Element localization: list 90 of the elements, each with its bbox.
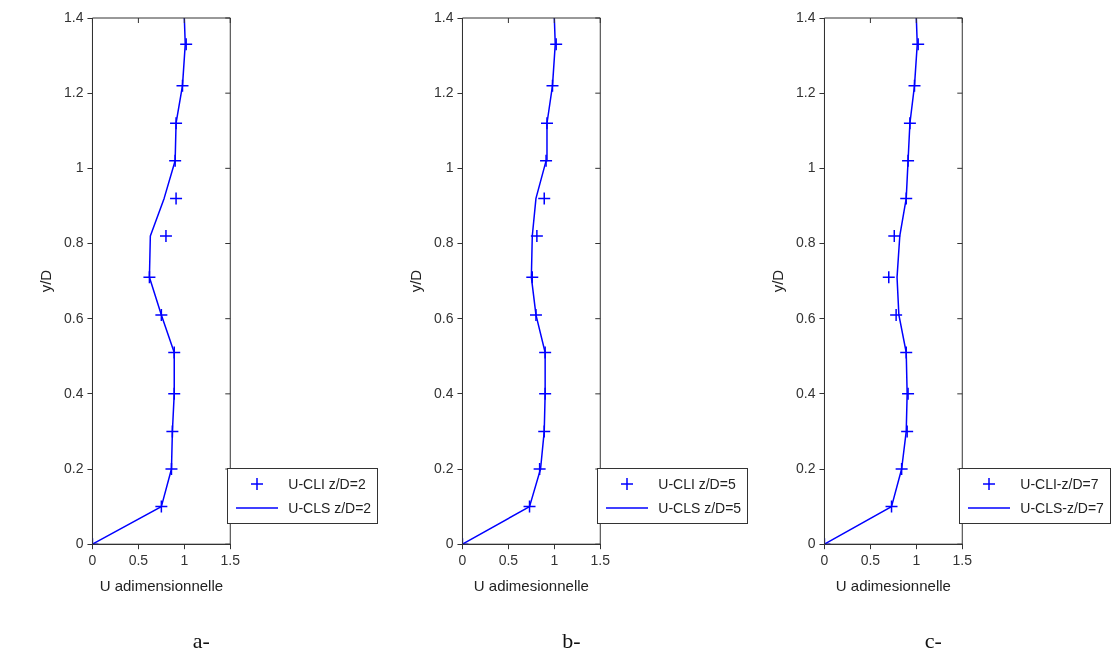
point	[889, 308, 903, 322]
x-axis-title: U adimesionnelle	[835, 577, 951, 595]
x-tick-label: 0	[820, 552, 829, 569]
x-tick-label: 1	[550, 552, 559, 569]
y-tick-label: 0.8	[795, 234, 816, 251]
y-tick-label: 0.4	[433, 384, 454, 401]
x-tick-label: 0.5	[128, 552, 149, 569]
legend-label: U-CLI z/D=5	[658, 476, 736, 493]
point	[538, 345, 552, 360]
y-tick-label: 1.2	[63, 84, 84, 101]
point	[540, 116, 554, 130]
point	[894, 462, 909, 476]
y-tick-label: 0.4	[795, 384, 816, 401]
point	[907, 78, 922, 93]
y-tick-label: 1	[445, 159, 454, 176]
x-tick-label: 0.5	[860, 552, 881, 569]
point	[179, 37, 193, 52]
y-axis-title: y/D	[407, 269, 425, 293]
x-tick-label: 1.5	[952, 552, 973, 569]
point	[900, 424, 914, 439]
legend-label: U-CLI-z/D=7	[1020, 476, 1099, 493]
point	[169, 191, 183, 206]
y-tick-label: 1.4	[63, 8, 84, 25]
point	[165, 424, 180, 439]
legend-label: U-CLS-z/D=7	[1020, 500, 1104, 517]
point	[899, 345, 913, 360]
y-tick-label: 1.4	[433, 8, 454, 25]
y-tick-label: 0.4	[63, 384, 84, 401]
point	[901, 387, 915, 401]
x-tick-label: 1.5	[590, 552, 611, 569]
y-axis-title: y/D	[769, 269, 787, 293]
y-tick-label: 0.6	[63, 309, 84, 326]
y-tick-label: 0	[75, 535, 84, 552]
y-tick-label: 0.2	[795, 459, 816, 476]
point	[901, 154, 915, 168]
point	[175, 78, 190, 93]
point	[164, 462, 179, 476]
y-tick-label: 0	[445, 535, 454, 552]
text: c-	[924, 628, 942, 654]
y-tick-label: 0.6	[795, 309, 816, 326]
point	[903, 116, 917, 130]
point	[142, 270, 157, 285]
y-tick-label: 1	[807, 159, 816, 176]
y-tick-label: 0.6	[433, 309, 454, 326]
point	[154, 499, 169, 514]
point	[899, 191, 913, 206]
point	[549, 37, 563, 52]
point	[532, 462, 547, 476]
point	[529, 308, 543, 322]
y-axis-title: y/D	[37, 269, 55, 293]
x-tick-label: 0.5	[498, 552, 519, 569]
point	[538, 387, 552, 401]
y-tick-label: 1.2	[795, 84, 816, 101]
x-tick-label: 1.5	[220, 552, 241, 569]
y-tick-label: 0.2	[433, 459, 454, 476]
point	[169, 116, 183, 130]
point	[530, 229, 544, 243]
x-tick-label: 0	[458, 552, 467, 569]
point	[537, 424, 551, 439]
point	[525, 270, 540, 285]
x-tick-label: 0	[88, 552, 97, 569]
y-tick-label: 1	[75, 159, 84, 176]
point	[167, 345, 181, 360]
y-tick-label: 0.8	[63, 234, 84, 251]
point	[537, 191, 551, 206]
point	[539, 154, 553, 168]
point	[154, 308, 169, 322]
x-axis-title: U adimesionnelle	[473, 577, 589, 595]
y-tick-label: 0.8	[433, 234, 454, 251]
point	[887, 229, 902, 243]
text: b-	[562, 628, 581, 654]
point	[522, 499, 537, 514]
point	[882, 270, 896, 285]
legend-label: U-CLS z/D=2	[288, 500, 372, 517]
text: a-	[192, 628, 210, 654]
x-axis-title: U adimensionnelle	[99, 577, 224, 595]
y-tick-label: 0.2	[63, 459, 84, 476]
point	[884, 499, 899, 514]
point	[911, 37, 925, 52]
x-tick-label: 1	[912, 552, 921, 569]
y-tick-label: 1.4	[795, 8, 816, 25]
point	[167, 387, 181, 401]
point	[168, 154, 182, 168]
legend-label: U-CLS z/D=5	[658, 500, 742, 517]
x-tick-label: 1	[180, 552, 189, 569]
y-tick-label: 1.2	[433, 84, 454, 101]
point	[159, 229, 173, 243]
point	[545, 78, 560, 93]
legend-label: U-CLI z/D=2	[288, 476, 366, 493]
y-tick-label: 0	[807, 535, 816, 552]
